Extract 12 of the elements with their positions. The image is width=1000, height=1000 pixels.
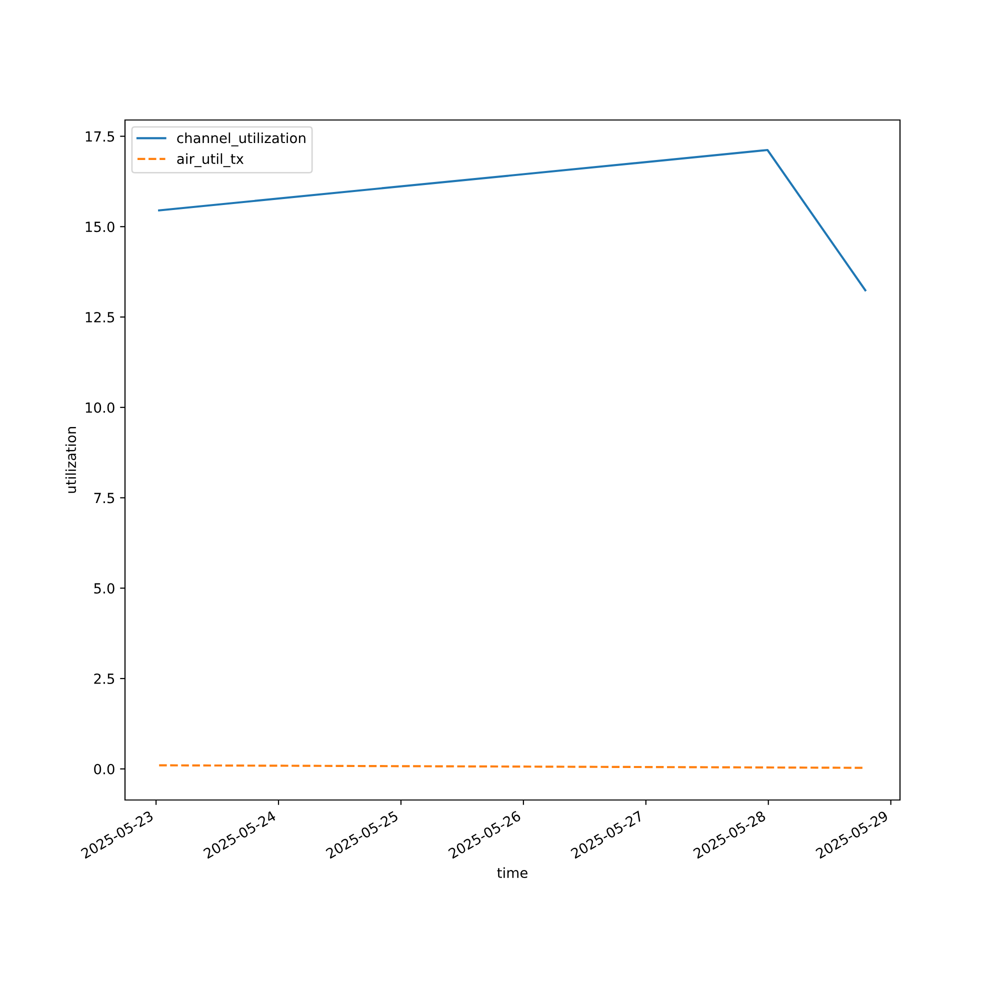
y-tick-label: 17.5 — [86, 131, 114, 142]
y-tick-label: 2.5 — [94, 674, 114, 684]
y-tick-label: 5.0 — [94, 583, 114, 594]
legend-label: air_util_tx — [177, 153, 244, 168]
y-tick-label: 10.0 — [86, 402, 114, 413]
y-tick-label: 0.0 — [94, 764, 114, 774]
y-tick-label: 15.0 — [86, 222, 114, 232]
legend-label: channel_utilization — [177, 132, 306, 146]
y-tick-label: 7.5 — [94, 492, 114, 504]
x-axis-title: time — [497, 867, 528, 878]
y-axis-title: utilization — [65, 427, 76, 493]
y-tick-label: 12.5 — [86, 312, 114, 322]
